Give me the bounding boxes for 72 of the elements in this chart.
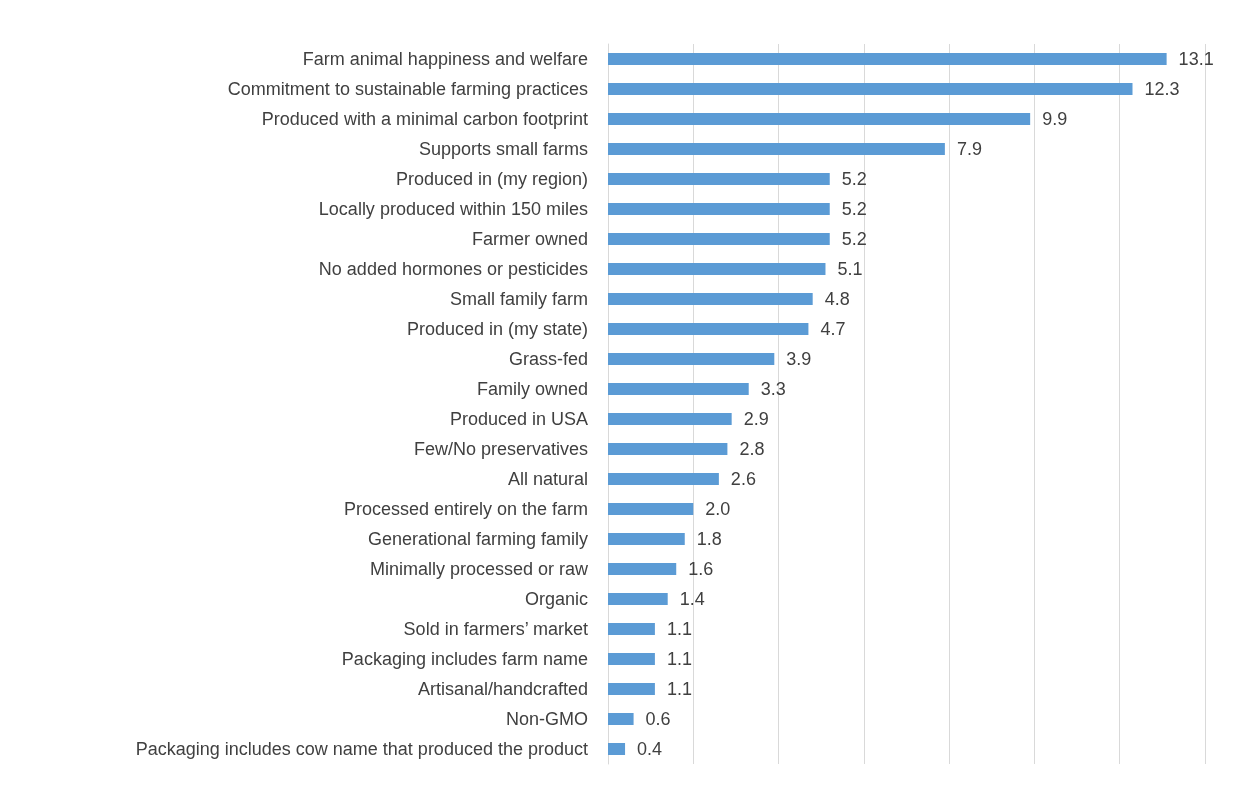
y-tick-label: Produced in USA — [449, 409, 588, 429]
bar — [608, 683, 655, 695]
bar — [608, 653, 655, 665]
y-tick-label: Supports small farms — [418, 139, 588, 159]
data-label: 0.4 — [637, 739, 663, 759]
bar — [608, 743, 626, 755]
y-tick-label: Commitment to sustainable farming practices — [227, 79, 588, 99]
bar — [608, 173, 830, 185]
y-tick-label: Packaging includes cow name that produced the product — [135, 739, 588, 759]
data-label: 2.0 — [705, 499, 731, 519]
bar — [608, 383, 749, 395]
data-label: 2.8 — [739, 439, 765, 459]
data-label: 13.1 — [1178, 49, 1214, 69]
y-tick-label: No added hormones or pesticides — [318, 259, 588, 279]
data-label: 5.2 — [841, 229, 867, 249]
data-label: 2.9 — [743, 409, 769, 429]
data-label: 5.1 — [837, 259, 863, 279]
y-tick-label: Family owned — [476, 379, 588, 399]
bar — [608, 323, 809, 335]
data-label: 7.9 — [956, 139, 982, 159]
bar — [608, 293, 813, 305]
bar — [608, 533, 685, 545]
y-tick-label: Non-GMO — [505, 709, 588, 729]
data-label: 2.6 — [730, 469, 756, 489]
y-tick-label: Produced with a minimal carbon footprint — [261, 109, 588, 129]
bar — [608, 233, 830, 245]
bar — [608, 503, 694, 515]
data-label: 3.3 — [760, 379, 786, 399]
data-label: 9.9 — [1042, 109, 1068, 129]
bar — [608, 353, 775, 365]
y-tick-label: Sold in farmers’ market — [403, 619, 588, 639]
y-tick-label: Minimally processed or raw — [369, 559, 589, 579]
data-label: 1.1 — [666, 679, 692, 699]
data-label: 1.4 — [679, 589, 705, 609]
data-label: 4.7 — [820, 319, 846, 339]
data-label: 12.3 — [1144, 79, 1180, 99]
bar — [608, 53, 1167, 65]
bar — [608, 593, 668, 605]
y-tick-label: Produced in (my region) — [395, 169, 588, 189]
y-tick-label: Organic — [524, 589, 588, 609]
y-tick-label: Produced in (my state) — [406, 319, 588, 339]
y-tick-label: Farm animal happiness and welfare — [302, 49, 588, 69]
bar — [608, 203, 830, 215]
bar — [608, 143, 945, 155]
bar — [608, 623, 655, 635]
bar — [608, 413, 732, 425]
y-tick-label: Packaging includes farm name — [341, 649, 588, 669]
y-tick-label: Locally produced within 150 miles — [318, 199, 588, 219]
y-tick-label: Generational farming family — [367, 529, 588, 549]
y-tick-label: Few/No preservatives — [413, 439, 588, 459]
bar — [608, 443, 728, 455]
y-tick-label: Farmer owned — [471, 229, 588, 249]
data-label: 1.6 — [688, 559, 714, 579]
y-tick-label: Processed entirely on the farm — [343, 499, 588, 519]
data-label: 1.1 — [666, 619, 692, 639]
data-label: 3.9 — [786, 349, 812, 369]
bar — [608, 83, 1133, 95]
data-label: 5.2 — [841, 199, 867, 219]
data-label: 5.2 — [841, 169, 867, 189]
data-label: 1.8 — [696, 529, 722, 549]
data-label: 4.8 — [824, 289, 850, 309]
bar — [608, 263, 826, 275]
data-label: 0.6 — [645, 709, 671, 729]
bar — [608, 713, 634, 725]
y-tick-label: Small family farm — [449, 289, 588, 309]
y-tick-label: Artisanal/handcrafted — [417, 679, 588, 699]
y-tick-label: All natural — [507, 469, 588, 489]
bar — [608, 473, 719, 485]
y-tick-label: Grass-fed — [508, 349, 588, 369]
bar — [608, 563, 677, 575]
data-label: 1.1 — [666, 649, 692, 669]
bar — [608, 113, 1031, 125]
